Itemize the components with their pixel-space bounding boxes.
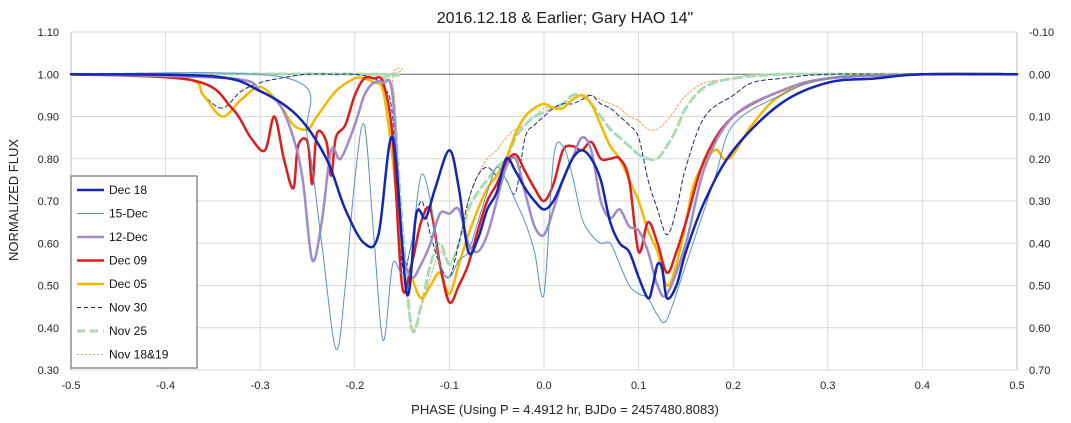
chart-title: 2016.12.18 & Earlier; Gary HAO 14" <box>437 10 693 27</box>
x-tick-label: -0.4 <box>156 380 175 392</box>
y-tick-label: 0.60 <box>38 238 59 250</box>
y2-tick-label: 0.00 <box>1029 69 1050 81</box>
y-tick-label: 0.30 <box>38 365 59 377</box>
x-tick-label: -0.2 <box>345 380 364 392</box>
x-tick-label: -0.3 <box>251 380 270 392</box>
y-tick-labels: 0.30 0.40 0.50 0.60 0.70 0.80 0.90 1.00 1.10 <box>38 27 59 377</box>
series-line-3 <box>69 72 1019 305</box>
x-tick-label: 0.2 <box>726 380 741 392</box>
legend: Dec 18 15-Dec 12-Dec Dec 09 Dec 05 Nov 30 Nov … <box>70 175 198 369</box>
legend-label: 12-Dec <box>109 230 148 244</box>
y2-tick-label: 0.30 <box>1029 196 1050 208</box>
y2-tick-label: -0.10 <box>1029 27 1054 39</box>
legend-label: Dec 05 <box>109 277 147 291</box>
y-tick-label: 0.50 <box>38 281 59 293</box>
x-tick-label: 0.5 <box>1009 380 1024 392</box>
series-layer <box>69 67 1019 350</box>
legend-label: Dec 18 <box>109 183 147 197</box>
series-line-6 <box>69 72 1019 334</box>
series-line-1 <box>70 72 1018 350</box>
x-tick-labels: -0.5 -0.4 -0.3 -0.2 -0.1 0.0 0.1 0.2 0.3 0.4 0.5 <box>62 380 1025 392</box>
x-tick-label: 0.1 <box>631 380 646 392</box>
y2-tick-label: 0.50 <box>1029 281 1050 293</box>
y2-tick-label: 0.40 <box>1029 238 1050 250</box>
y-tick-label: 1.00 <box>38 69 59 81</box>
x-tick-label: -0.5 <box>62 380 81 392</box>
series-line-0 <box>69 72 1019 301</box>
y2-tick-label: 0.20 <box>1029 154 1050 166</box>
x-tick-label: 0.4 <box>915 380 930 392</box>
x-tick-label: 0.3 <box>820 380 835 392</box>
y-tick-label: 0.90 <box>38 112 59 124</box>
series-line-5 <box>70 73 1018 279</box>
series-line-2 <box>69 72 1019 298</box>
x-tick-label: 0.0 <box>536 380 551 392</box>
y2-tick-label: 0.10 <box>1029 112 1050 124</box>
legend-label: Nov 18&19 <box>109 348 169 362</box>
y2-tick-label: 0.60 <box>1029 323 1050 335</box>
legend-box <box>70 175 198 369</box>
y-axis-label: NORMALIZED FLUX <box>6 139 21 261</box>
legend-label: 15-Dec <box>109 207 148 221</box>
y2-tick-label: 0.70 <box>1029 365 1050 377</box>
y-tick-label: 0.80 <box>38 154 59 166</box>
x-axis-label: PHASE (Using P = 4.4912 hr, BJDo = 24574… <box>411 402 719 417</box>
legend-label: Dec 09 <box>109 254 147 268</box>
legend-label: Nov 30 <box>109 301 147 315</box>
y-tick-label: 0.40 <box>38 323 59 335</box>
y-tick-label: 1.10 <box>38 27 59 39</box>
legend-label: Nov 25 <box>109 324 147 338</box>
x-tick-label: -0.1 <box>440 380 459 392</box>
y-tick-label: 0.70 <box>38 196 59 208</box>
y2-tick-labels: 0.70 0.60 0.50 0.40 0.30 0.20 0.10 0.00 -0.10 <box>1029 27 1054 377</box>
